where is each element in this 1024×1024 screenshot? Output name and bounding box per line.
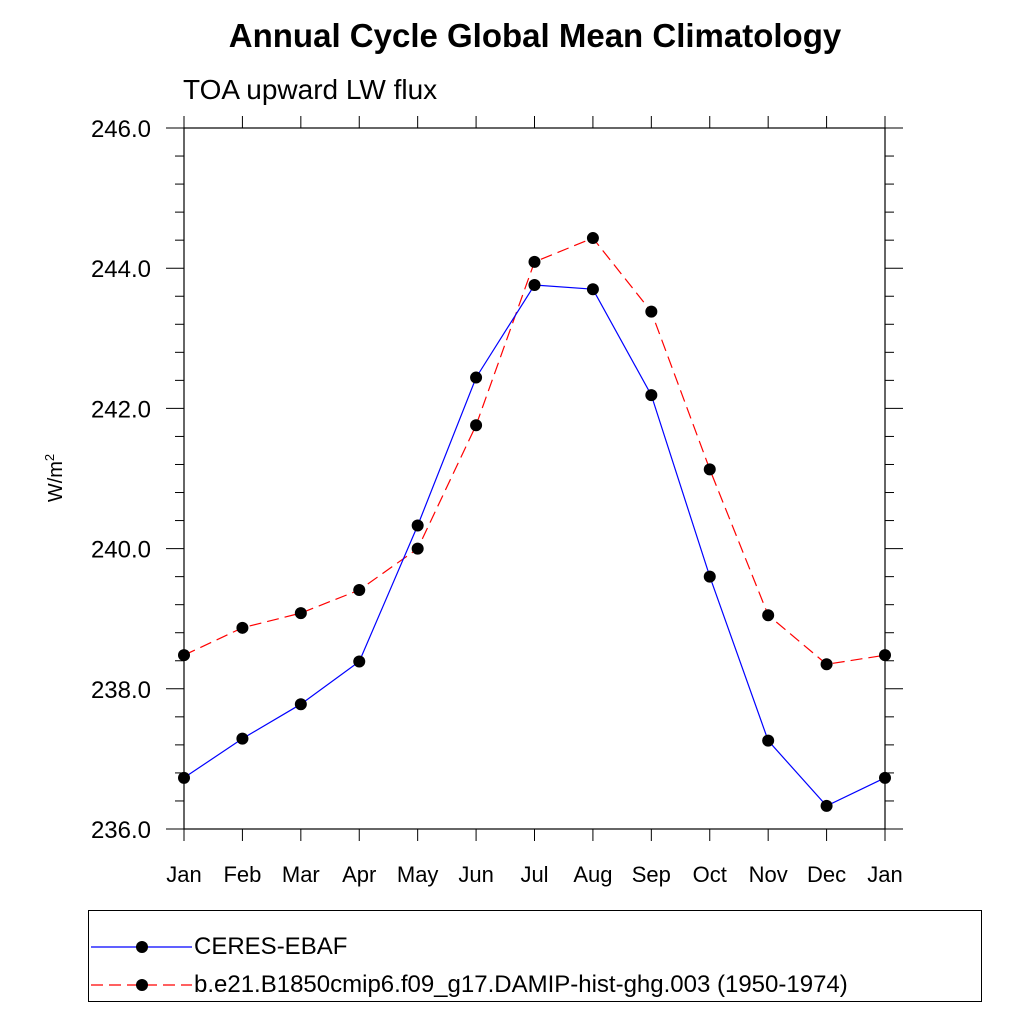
data-point-0 <box>703 570 716 583</box>
data-point-1 <box>236 621 249 634</box>
data-point-1 <box>762 609 775 622</box>
legend-item-model: b.e21.B1850cmip6.f09_g17.DAMIP-hist-ghg.… <box>89 967 848 1003</box>
x-tick-label: Nov <box>749 862 788 887</box>
chart-subtitle: TOA upward LW flux <box>183 74 437 105</box>
legend-label-model: b.e21.B1850cmip6.f09_g17.DAMIP-hist-ghg.… <box>194 971 848 998</box>
y-tick-label: 246.0 <box>91 116 151 143</box>
series-line-1 <box>183 237 886 665</box>
x-tick-label: Mar <box>282 862 320 887</box>
y-axis-label-sup: 2 <box>42 454 57 461</box>
data-point-0 <box>762 734 775 747</box>
series-layer <box>178 232 891 812</box>
data-point-1 <box>645 305 658 318</box>
x-tick-label: May <box>397 862 439 887</box>
data-point-1 <box>411 542 424 555</box>
x-tick-label: Jan <box>166 862 201 887</box>
legend-swatch-model <box>91 979 192 991</box>
data-point-1 <box>703 463 716 476</box>
data-point-0 <box>236 732 249 745</box>
x-tick-label: Oct <box>693 862 727 887</box>
data-point-0 <box>645 389 658 402</box>
data-point-1 <box>353 583 366 596</box>
y-tick-label: 238.0 <box>91 677 151 704</box>
data-point-0 <box>353 655 366 668</box>
data-point-0 <box>586 283 599 296</box>
data-point-1 <box>820 658 833 671</box>
x-tick-label: Dec <box>807 862 846 887</box>
data-point-1 <box>586 232 599 245</box>
legend: CERES-EBAF b.e21.B1850cmip6.f09_g17.DAMI… <box>88 910 982 1002</box>
data-point-0 <box>294 698 307 711</box>
axis-ticks <box>166 116 903 841</box>
y-axis-label: W/m2 <box>42 454 67 502</box>
x-tick-label: Jun <box>458 862 493 887</box>
data-point-0 <box>470 371 483 384</box>
x-tick-label: Feb <box>223 862 261 887</box>
plot-frame <box>183 127 886 830</box>
x-tick-label: Aug <box>573 862 612 887</box>
y-tick-labels: 236.0 238.0 240.0 242.0 244.0 246.0 <box>91 116 151 844</box>
x-tick-label: Apr <box>342 862 376 887</box>
y-tick-label: 240.0 <box>91 537 151 564</box>
y-tick-label: 236.0 <box>91 817 151 844</box>
data-point-1 <box>879 649 891 662</box>
data-point-0 <box>178 771 190 784</box>
data-point-0 <box>820 799 833 812</box>
x-tick-labels: Jan Feb Mar Apr May Jun Jul Aug Sep Oct Nov Dec Jan <box>166 862 902 887</box>
data-point-0 <box>528 279 541 292</box>
y-tick-label: 244.0 <box>91 256 151 283</box>
data-point-1 <box>294 607 307 620</box>
legend-label-ceres: CERES-EBAF <box>194 933 348 960</box>
x-tick-label: Jan <box>867 862 902 887</box>
y-tick-label: 242.0 <box>91 396 151 423</box>
data-point-1 <box>178 649 190 662</box>
data-point-0 <box>879 771 891 784</box>
series-line-0 <box>183 284 886 807</box>
data-point-1 <box>470 419 483 432</box>
data-point-1 <box>528 255 541 268</box>
legend-item-ceres: CERES-EBAF <box>89 929 347 965</box>
data-point-0 <box>411 519 424 532</box>
legend-swatch-ceres <box>91 941 192 953</box>
x-tick-label: Jul <box>520 862 548 887</box>
y-axis-label-base: W/m <box>45 461 67 502</box>
chart-title: Annual Cycle Global Mean Climatology <box>229 17 842 54</box>
x-tick-label: Sep <box>632 862 671 887</box>
